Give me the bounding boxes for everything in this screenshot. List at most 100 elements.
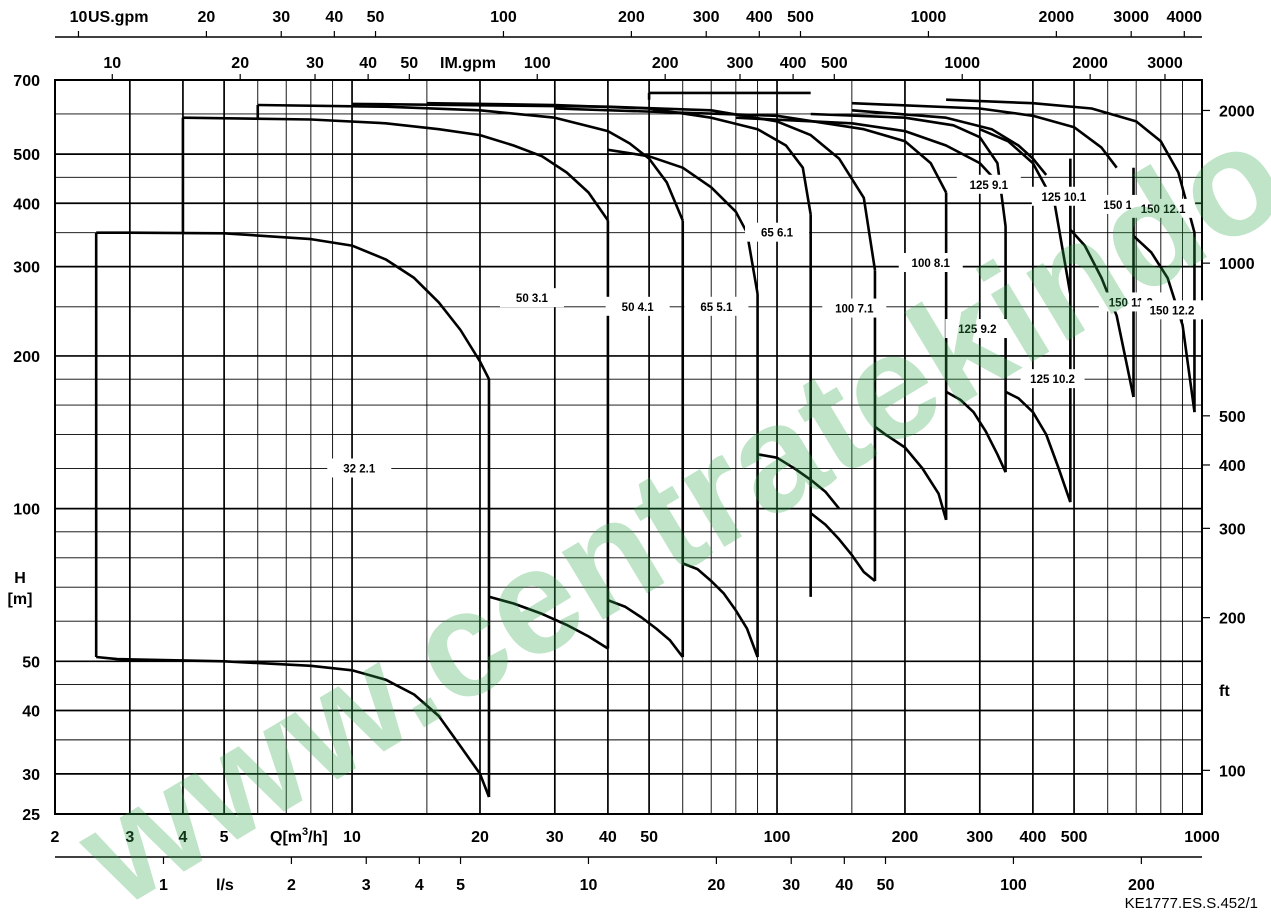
curve-label-background	[956, 174, 1021, 194]
us-gpm-tick-label: 1000	[911, 9, 947, 26]
im-gpm-tick-label: 3000	[1147, 55, 1183, 72]
curve-labels: 32 2.1 50 3.1 50 4.1 65 5.1 65 6.1 100 7.1 100…	[327, 174, 1205, 478]
ls-tick-label: 200	[1128, 877, 1155, 894]
document-code: KE1777.ES.S.452/1	[1125, 895, 1258, 912]
curve-label-background	[745, 222, 810, 242]
pump-curve	[96, 231, 491, 380]
x-tick-label: 50	[640, 829, 658, 846]
curve-label: 50 4.1	[622, 302, 655, 314]
curve-label: 100 7.1	[835, 304, 874, 316]
ft-tick-label: 100	[1219, 763, 1246, 780]
pump-curve	[607, 598, 684, 658]
ls-tick-label: 5	[456, 877, 465, 894]
pump-curve	[488, 595, 609, 650]
y-tick-label: 700	[13, 73, 40, 90]
pump-curve	[979, 128, 1072, 295]
axes	[55, 36, 1202, 858]
pump-curve	[257, 103, 684, 221]
im-gpm-tick-label: 2000	[1072, 55, 1108, 72]
curve-label: 100 8.1	[912, 258, 951, 270]
pump-curve	[735, 116, 999, 184]
y-tick-label: 40	[22, 703, 40, 720]
ls-tick-label: 30	[782, 877, 800, 894]
x-tick-label: 5	[220, 829, 229, 846]
im-gpm-axis-title: IM.gpm	[440, 55, 496, 72]
us-gpm-tick-label: 30	[272, 9, 290, 26]
ft-tick-label: 500	[1219, 409, 1246, 426]
curve-label: 65 5.1	[700, 302, 733, 314]
y-tick-label: 100	[13, 502, 40, 519]
us-gpm-axis-title: US.gpm	[88, 9, 148, 26]
ls-tick-label: 20	[707, 877, 725, 894]
curve-label: 125 9.1	[970, 180, 1009, 192]
pump-curve	[757, 453, 841, 510]
im-gpm-tick-label: 30	[306, 55, 324, 72]
pump-curve	[945, 390, 1007, 473]
ft-tick-label: 300	[1219, 521, 1246, 538]
pump-curve	[851, 109, 1048, 176]
x-tick-label: 20	[471, 829, 489, 846]
curve-label: 125 9.2	[958, 324, 996, 336]
x-tick-label: 400	[1020, 829, 1047, 846]
x-tick-label: 2	[51, 829, 60, 846]
im-gpm-tick-label: 40	[359, 55, 377, 72]
us-gpm-tick-label: 4000	[1166, 9, 1202, 26]
curve-label: 150 12.1	[1141, 204, 1186, 216]
pump-curve	[946, 98, 1196, 234]
tick-labels: 2 3 4 5 10 20 30 40 50 100 200 300 400 500 10002530405…	[13, 9, 1254, 894]
x-tick-label: 30	[546, 829, 564, 846]
curve-label: 50 3.1	[516, 293, 549, 305]
ls-tick-label: 40	[835, 877, 853, 894]
x-tick-label: 500	[1061, 829, 1088, 846]
ls-tick-label: 3	[362, 877, 371, 894]
y-tick-label: 400	[13, 196, 40, 213]
x-tick-label: 10	[343, 829, 361, 846]
y-axis-secondary-title: ft	[1219, 683, 1230, 700]
us-gpm-tick-label: 20	[198, 9, 216, 26]
im-gpm-tick-label: 50	[400, 55, 418, 72]
curve-label-background	[684, 296, 749, 316]
curve-label-background	[1031, 186, 1096, 206]
us-gpm-tick-label: 500	[787, 9, 814, 26]
ls-tick-label: 2	[287, 877, 296, 894]
pump-curve	[1132, 234, 1196, 413]
x-tick-label: 40	[599, 829, 617, 846]
curve-label-background	[327, 458, 392, 478]
im-gpm-tick-label: 10	[103, 55, 121, 72]
pump-curve	[182, 116, 609, 222]
pump-curve	[554, 107, 948, 194]
pump-curve	[810, 112, 1007, 227]
x-tick-label: 1000	[1184, 829, 1220, 846]
us-gpm-tick-label: 300	[693, 9, 720, 26]
im-gpm-tick-label: 20	[231, 55, 249, 72]
x-tick-label: 3	[125, 829, 134, 846]
y-tick-label: 25	[22, 807, 40, 824]
curve-label-background	[1140, 300, 1205, 320]
y-tick-label: 500	[13, 147, 40, 164]
ls-tick-label: 50	[877, 877, 895, 894]
curve-label-background	[822, 298, 887, 318]
pump-curve	[851, 101, 1118, 169]
pump-curve	[1005, 390, 1072, 503]
y-axis-title-unit: [m]	[8, 591, 33, 608]
curve-label-background	[1020, 369, 1085, 389]
ls-axis-title: l/s	[216, 877, 234, 894]
us-gpm-tick-label: 10	[70, 9, 88, 26]
x-axis-title: Q[m3/h]	[270, 826, 328, 846]
curve-label: 125 10.2	[1030, 374, 1075, 386]
y-tick-label: 30	[22, 767, 40, 784]
x-tick-label: 100	[764, 829, 791, 846]
y-tick-label: 200	[13, 349, 40, 366]
us-gpm-tick-label: 2000	[1039, 9, 1075, 26]
y-tick-label: 300	[13, 260, 40, 277]
us-gpm-tick-label: 40	[325, 9, 343, 26]
pump-curve	[682, 562, 759, 658]
us-gpm-tick-label: 100	[490, 9, 517, 26]
curve-label: 65 6.1	[761, 228, 794, 240]
im-gpm-tick-label: 200	[652, 55, 679, 72]
us-gpm-tick-label: 200	[618, 9, 645, 26]
ls-tick-label: 100	[1000, 877, 1027, 894]
x-tick-label: 200	[892, 829, 919, 846]
us-gpm-tick-label: 3000	[1113, 9, 1149, 26]
